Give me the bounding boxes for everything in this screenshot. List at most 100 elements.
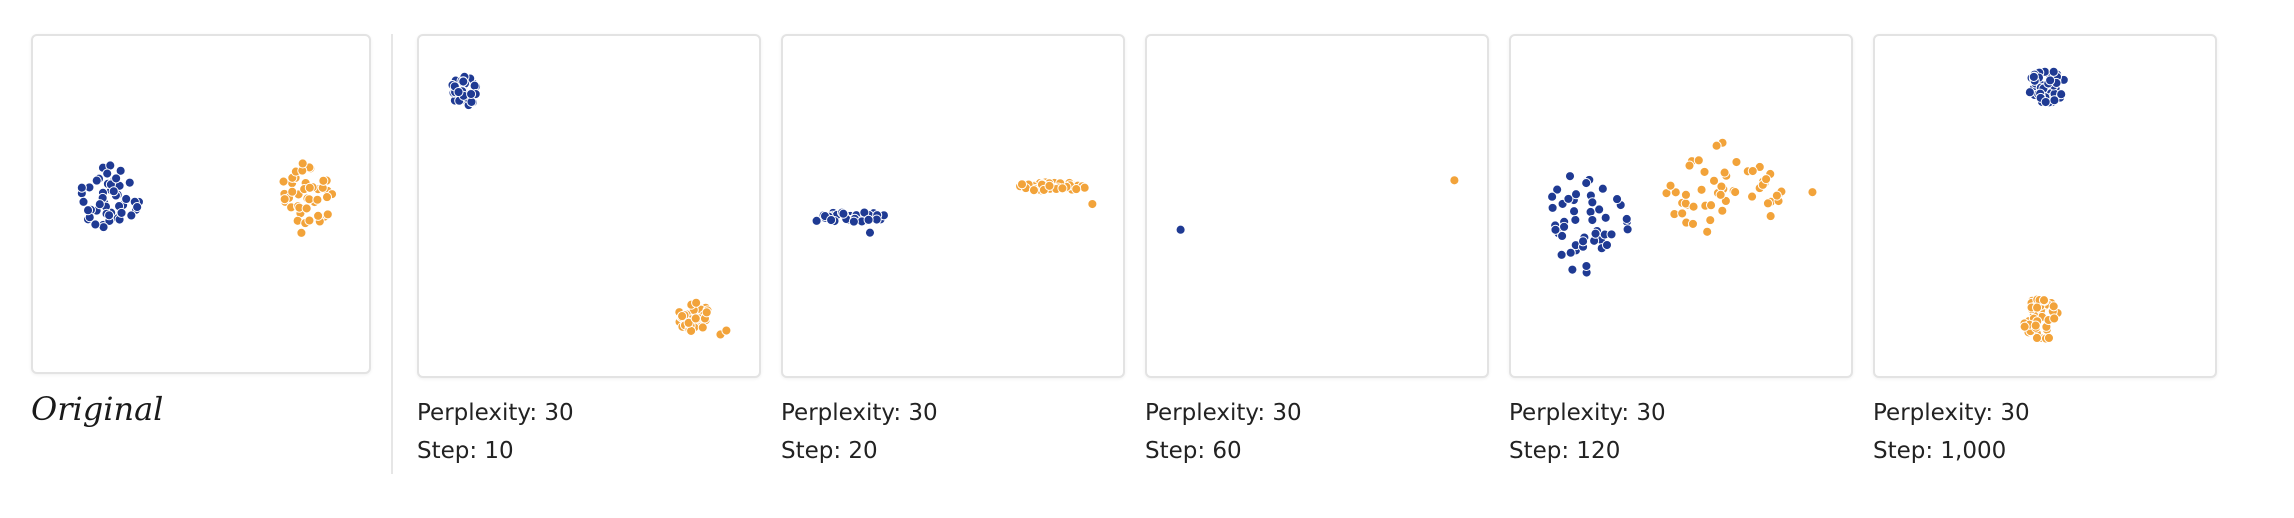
orange-point (2048, 301, 2059, 312)
tsne-scatter-step-60 (1175, 175, 1460, 235)
blue-point (78, 196, 89, 207)
blue-point (116, 207, 127, 218)
blue-point (838, 208, 849, 219)
blue-point (1587, 197, 1598, 208)
tsne-panel-step-20 (781, 34, 1125, 378)
orange-point (1702, 226, 1713, 237)
caption-step-1000: Perplexity: 30 Step: 1,000 (1873, 394, 2030, 470)
blue-point (1606, 229, 1617, 240)
blue-point (1570, 214, 1581, 225)
orange-point (2043, 332, 2054, 343)
blue-point (1581, 178, 1592, 189)
perplexity-label: Perplexity: 30 (1873, 400, 2030, 426)
blue-point (1578, 236, 1589, 247)
orange-point (296, 227, 307, 238)
caption-step-20: Perplexity: 30 Step: 20 (781, 394, 938, 470)
orange-point (1696, 184, 1707, 195)
step-label: Step: 60 (1145, 438, 1242, 464)
blue-point (1621, 213, 1632, 224)
orange-point (2049, 313, 2060, 324)
blue-point (1581, 260, 1592, 272)
orange-point (1730, 187, 1741, 198)
blue-point (1585, 206, 1596, 217)
orange-point (697, 322, 708, 333)
blue-point (1564, 171, 1576, 182)
orange-point (313, 210, 324, 221)
tsne-scatter-step-10 (447, 71, 732, 340)
blue-point (76, 182, 87, 193)
blue-point (115, 165, 126, 176)
blue-point (108, 186, 119, 197)
orange-point (1719, 167, 1730, 178)
orange-point (312, 194, 323, 205)
orange-point (1071, 184, 1082, 195)
blue-point (111, 173, 122, 184)
orange-point (1747, 191, 1758, 202)
blue-point (102, 168, 113, 179)
original-scatter (76, 158, 338, 238)
blue-point (98, 222, 109, 233)
blue-point (1563, 193, 1574, 204)
orange-point (1677, 208, 1688, 219)
orange-point (1699, 166, 1710, 177)
orange-point (278, 176, 289, 187)
orange-point (691, 297, 702, 308)
blue-point (1569, 206, 1580, 217)
orange-point (2038, 295, 2050, 306)
blue-point (1175, 224, 1186, 235)
original-panel (31, 34, 371, 374)
blue-point (2049, 95, 2060, 106)
step-label: Step: 1,000 (1873, 438, 2007, 464)
blue-point (1601, 239, 1613, 251)
orange-point (304, 215, 315, 226)
blue-point (91, 175, 102, 186)
caption-step-120: Perplexity: 30 Step: 120 (1509, 394, 1666, 470)
step-label: Step: 10 (417, 438, 514, 464)
orange-point (1079, 182, 1090, 193)
blue-point (848, 216, 859, 227)
orange-point (1717, 205, 1728, 216)
blue-point (1556, 249, 1567, 260)
blue-point (1565, 247, 1576, 258)
tsne-panel-step-10 (417, 34, 761, 378)
tsne-scatter-step-1000 (2019, 66, 2069, 344)
blue-point (1550, 224, 1561, 235)
orange-point (721, 325, 732, 336)
original-label: Original (31, 390, 164, 428)
blue-point (124, 177, 135, 188)
orange-point (1028, 185, 1039, 196)
blue-point (466, 88, 477, 100)
step-label: Step: 20 (781, 438, 878, 464)
blue-point (1547, 202, 1558, 213)
blue-point (83, 205, 94, 216)
blue-point (1594, 204, 1605, 215)
divider (391, 34, 393, 474)
blue-point (2028, 71, 2039, 82)
orange-point (1665, 180, 1676, 191)
orange-point (1705, 215, 1716, 226)
orange-point (1761, 174, 1772, 185)
blue-point (104, 210, 115, 221)
orange-point (677, 311, 688, 322)
orange-point (1807, 187, 1818, 198)
blue-point (2045, 75, 2056, 86)
orange-point (1708, 175, 1720, 186)
blue-point (1612, 194, 1623, 205)
orange-point (2030, 320, 2041, 331)
orange-point (1716, 181, 1727, 192)
orange-point (321, 192, 333, 203)
orange-point (322, 209, 333, 220)
orange-point (1687, 218, 1698, 229)
blue-point (126, 210, 137, 221)
blue-point (2048, 66, 2059, 77)
blue-point (469, 80, 480, 91)
blue-point (94, 199, 105, 210)
blue-point (1587, 214, 1598, 226)
blue-point (1600, 212, 1611, 223)
blue-point (121, 193, 132, 204)
blue-point (826, 214, 837, 226)
perplexity-label: Perplexity: 30 (417, 400, 574, 426)
orange-point (297, 158, 308, 169)
tsne-scatter-step-120 (1547, 137, 1818, 278)
blue-point (1567, 264, 1578, 275)
